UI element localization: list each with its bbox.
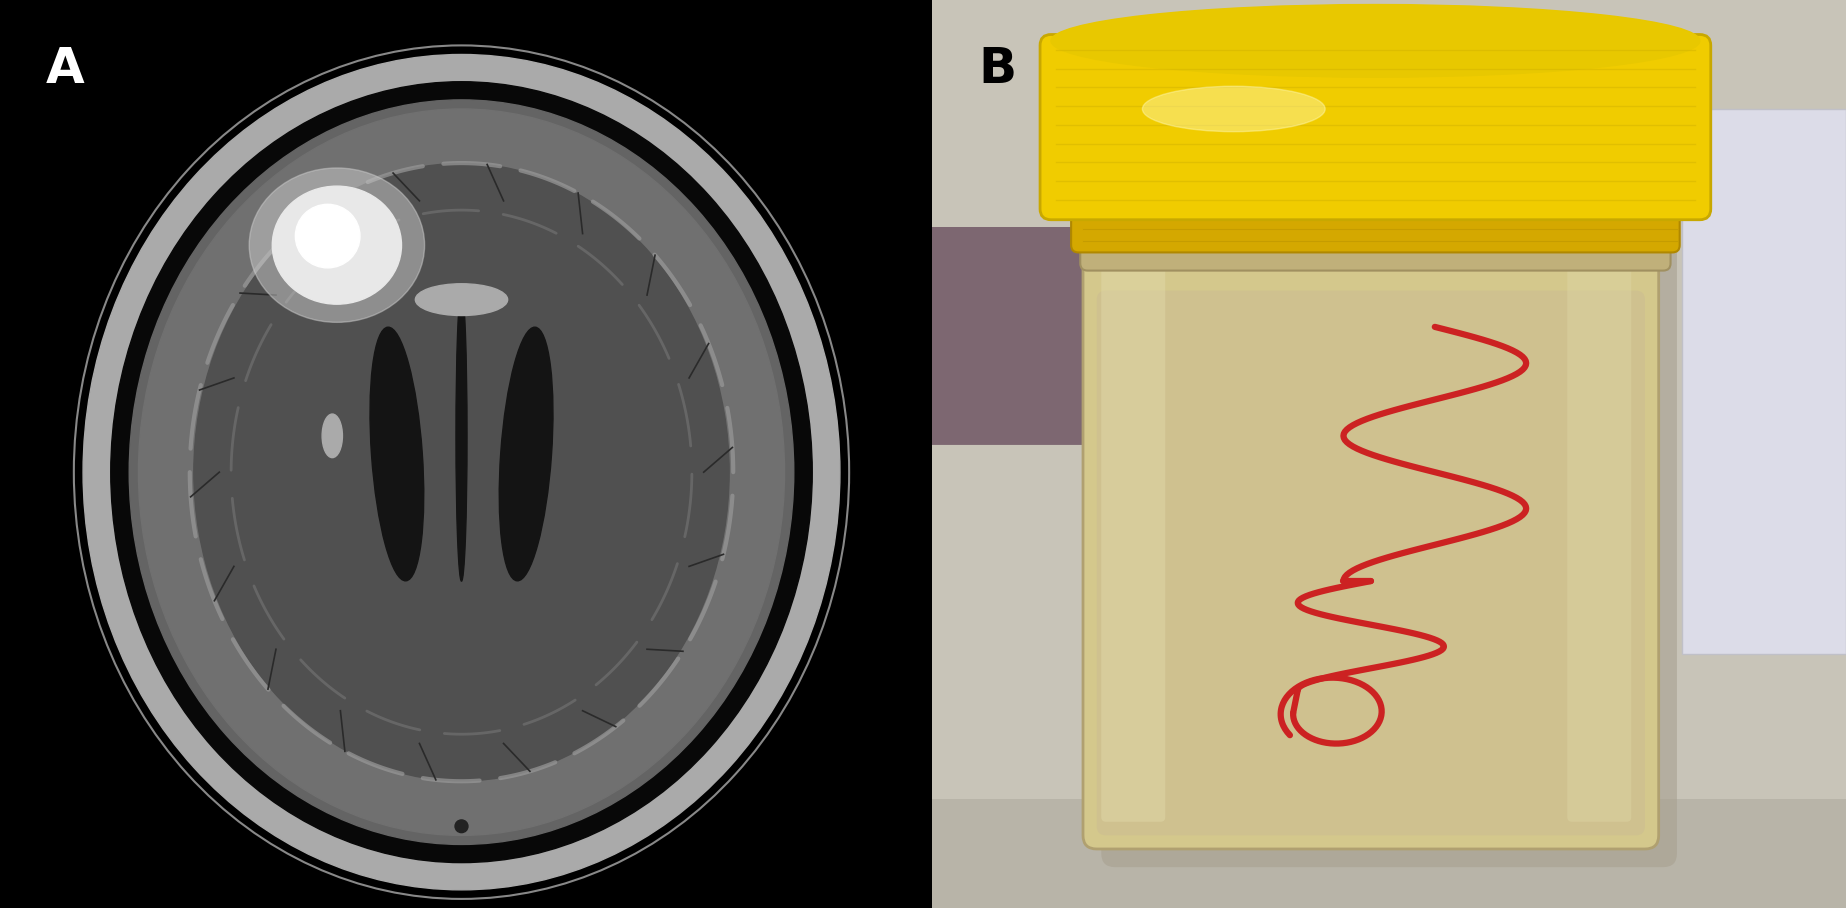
FancyBboxPatch shape (1102, 268, 1165, 822)
FancyBboxPatch shape (923, 227, 1124, 445)
Ellipse shape (321, 414, 343, 458)
FancyBboxPatch shape (1567, 268, 1632, 822)
FancyBboxPatch shape (1080, 220, 1671, 271)
FancyBboxPatch shape (1682, 109, 1846, 654)
FancyBboxPatch shape (1102, 222, 1676, 867)
Ellipse shape (369, 327, 425, 581)
FancyBboxPatch shape (932, 799, 1846, 908)
Ellipse shape (271, 186, 402, 304)
Circle shape (454, 820, 469, 833)
FancyBboxPatch shape (932, 0, 1846, 908)
FancyBboxPatch shape (932, 0, 1097, 908)
Ellipse shape (1050, 5, 1700, 77)
Ellipse shape (249, 168, 425, 322)
Ellipse shape (138, 109, 785, 835)
FancyBboxPatch shape (1071, 192, 1680, 252)
Ellipse shape (415, 283, 508, 315)
Ellipse shape (456, 291, 467, 581)
Ellipse shape (498, 327, 554, 581)
Ellipse shape (129, 100, 794, 844)
Ellipse shape (111, 82, 812, 863)
FancyBboxPatch shape (1039, 35, 1711, 220)
Ellipse shape (295, 204, 360, 268)
FancyBboxPatch shape (1645, 0, 1846, 636)
Ellipse shape (194, 163, 729, 781)
Ellipse shape (83, 54, 840, 890)
FancyBboxPatch shape (1097, 291, 1645, 835)
Text: A: A (46, 45, 85, 94)
FancyBboxPatch shape (1084, 222, 1660, 849)
Ellipse shape (1143, 86, 1325, 132)
Text: B: B (978, 45, 1015, 94)
